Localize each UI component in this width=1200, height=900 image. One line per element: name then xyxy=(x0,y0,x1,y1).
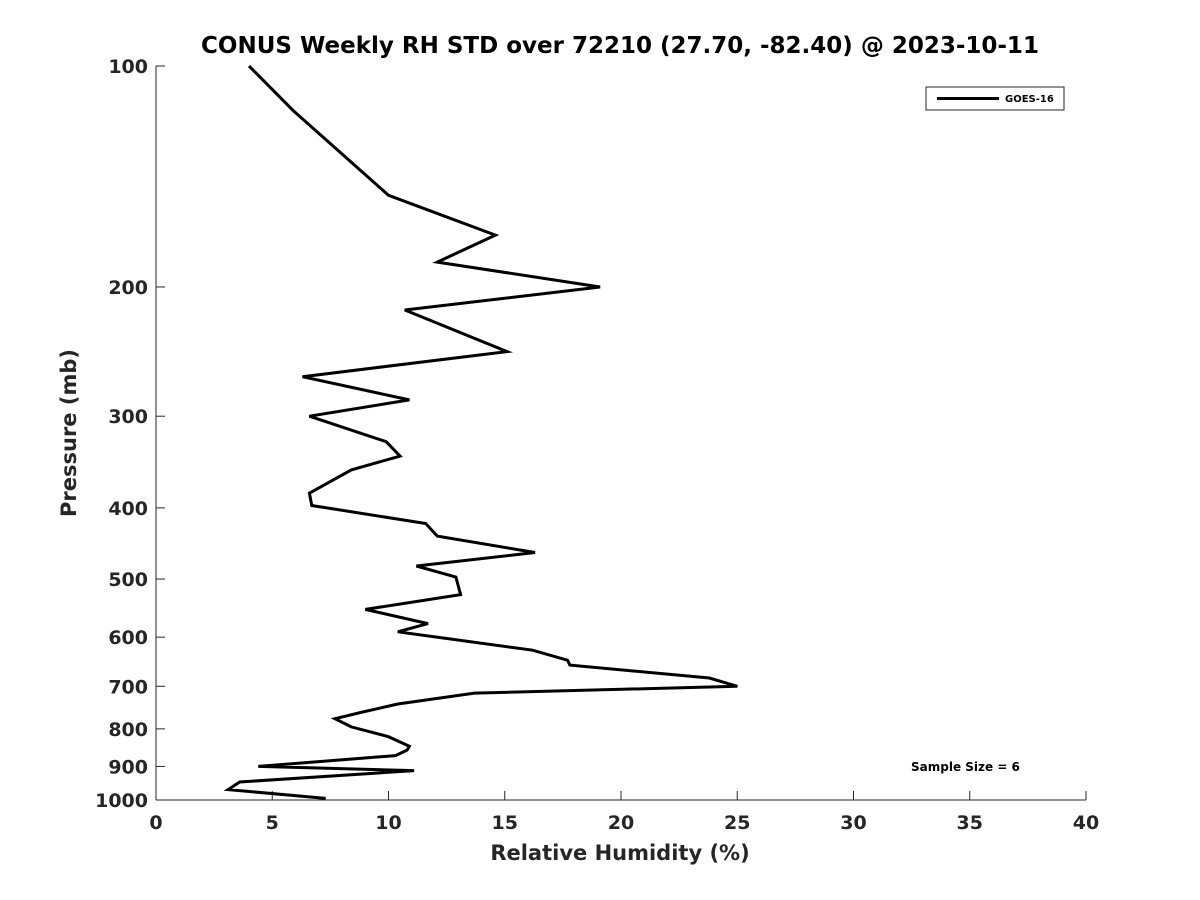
chart-title: CONUS Weekly RH STD over 72210 (27.70, -… xyxy=(201,33,1039,59)
legend: GOES-16 xyxy=(925,86,1065,111)
y-tick-label-500: 500 xyxy=(108,569,148,591)
y-tick-label-100: 100 xyxy=(108,56,148,78)
y-tick-label-700: 700 xyxy=(108,676,148,698)
y-tick-label-400: 400 xyxy=(108,498,148,520)
y-axis-label: Pressure (mb) xyxy=(57,349,81,517)
x-axis-label: Relative Humidity (%) xyxy=(490,841,749,865)
x-tick-label-30: 30 xyxy=(840,812,866,834)
y-tick-label-1000: 1000 xyxy=(95,790,148,812)
x-tick-label-25: 25 xyxy=(724,812,750,834)
y-tick-label-300: 300 xyxy=(108,406,148,428)
y-tick-label-900: 900 xyxy=(108,756,148,778)
x-tick-label-15: 15 xyxy=(492,812,518,834)
x-tick-label-0: 0 xyxy=(149,812,162,834)
x-tick-label-10: 10 xyxy=(375,812,401,834)
sample-size-annotation: Sample Size = 6 xyxy=(911,760,1020,774)
series-line-goes-16 xyxy=(223,64,738,800)
x-tick-label-20: 20 xyxy=(608,812,634,834)
legend-label-goes-16: GOES-16 xyxy=(1005,94,1054,105)
y-tick-label-200: 200 xyxy=(108,277,148,299)
y-axis-ticks: 100 200 300 400 500 600 700 800 900 1000 xyxy=(95,56,165,812)
x-tick-label-5: 5 xyxy=(266,812,279,834)
x-tick-label-35: 35 xyxy=(957,812,983,834)
y-tick-label-600: 600 xyxy=(108,627,148,649)
x-tick-label-40: 40 xyxy=(1073,812,1099,834)
x-axis-ticks: 0 5 10 15 20 25 30 35 40 xyxy=(149,791,1099,834)
y-tick-label-800: 800 xyxy=(108,719,148,741)
plot-area: 100 200 300 400 500 600 700 800 900 1000 0 5 10 15 20… xyxy=(95,56,1099,834)
